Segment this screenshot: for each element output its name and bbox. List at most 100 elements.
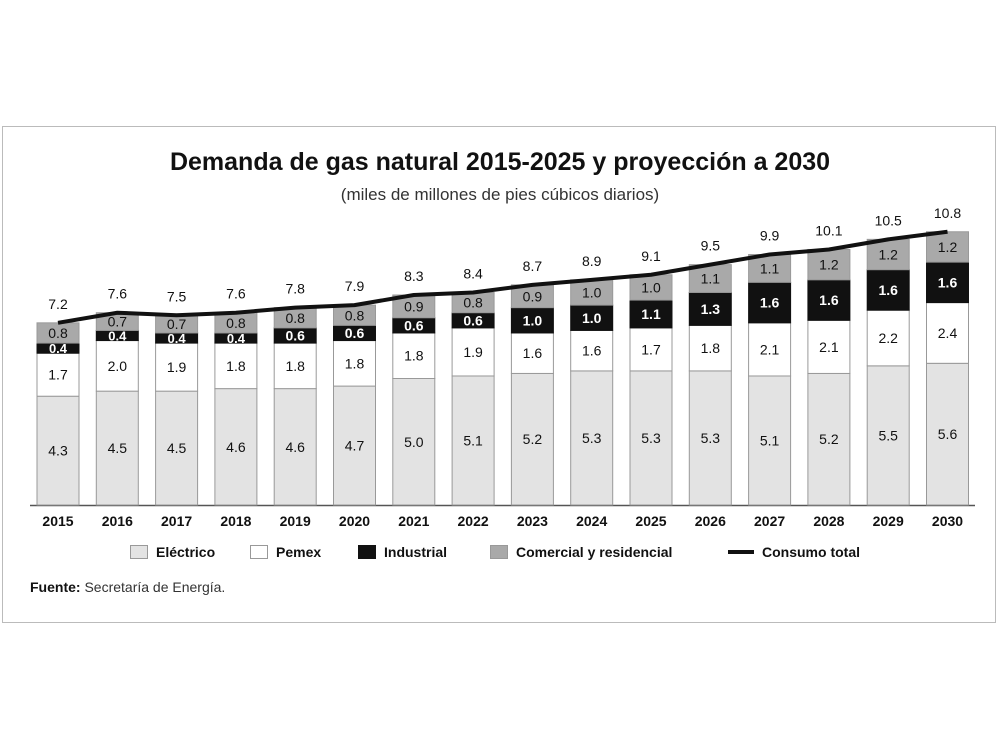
x-tick-label: 2028 [813,513,844,529]
chart-title: Demanda de gas natural 2015-2025 y proye… [169,148,831,176]
bar-segment-industrial [629,299,673,329]
x-tick-label: 2016 [102,513,133,529]
source-note: Fuente: Secretaría de Energía. [30,579,225,595]
bar-segment-industrial [926,261,969,304]
data-label: 0.7 [108,314,128,330]
data-label: 1.8 [404,348,424,364]
bar-segment-eléctrico [926,362,969,506]
legend-comercial: Comercial y residencial [490,544,672,560]
data-label: 0.6 [404,317,424,333]
data-label: 1.8 [701,340,721,356]
bar-segment-pemex [570,329,614,372]
legend-label: Comercial y residencial [516,544,673,560]
total-consumption-line [57,229,948,325]
bar-segment-eléctrico [333,385,376,506]
bar-segment-eléctrico [570,370,614,506]
data-label: 4.6 [285,439,305,455]
total-label: 8.7 [523,258,543,274]
data-label: 5.6 [938,426,958,442]
source-label: Fuente: [30,579,81,595]
data-label: 5.2 [819,431,839,447]
data-label: 1.6 [582,343,602,359]
x-tick-label: 2018 [220,513,251,529]
total-label: 7.5 [167,288,187,304]
legend-electrico: Eléctrico [130,544,215,560]
bar-segment-eléctrico [392,378,436,506]
data-label: 0.6 [285,327,305,343]
data-label: 1.7 [48,367,68,383]
legend-label: Eléctrico [156,544,216,560]
bar-segment-industrial [510,307,554,334]
bar-segment-eléctrico [866,365,910,506]
data-label: 1.1 [701,271,721,287]
legend-industrial: Industrial [358,544,447,560]
x-tick-label: 2027 [754,513,785,529]
data-label: 0.8 [226,315,246,331]
bar-segment-comercial-y-residencial [807,248,851,281]
total-label: 8.3 [404,268,424,284]
data-label: 2.2 [878,330,898,346]
bar-segment-pemex [748,322,792,377]
x-tick-label: 2025 [635,513,666,529]
bar-segment-eléctrico [629,370,673,506]
data-label: 2.1 [760,341,780,357]
data-label: 1.2 [878,247,898,263]
bar-segment-comercial-y-residencial [866,238,910,271]
bar-segment-comercial-y-residencial [748,254,792,283]
bar-segment-eléctrico [214,388,258,506]
source-text: Secretaría de Energía. [80,579,226,595]
data-label: 2.4 [938,325,958,341]
data-label: 0.4 [227,331,246,346]
bar-segment-industrial [748,281,792,324]
legend-swatch [250,545,268,559]
data-label: 1.8 [226,358,246,374]
data-label: 5.3 [641,430,661,446]
total-label: 7.2 [48,296,68,312]
data-label: 1.6 [760,295,780,311]
data-label: 1.1 [641,306,661,322]
data-label: 1.6 [523,345,543,361]
data-label: 1.0 [582,310,602,326]
data-label: 5.0 [404,434,424,450]
bar-segment-pemex [807,319,851,374]
x-tick-label: 2017 [161,513,192,529]
legend-label: Industrial [384,544,448,560]
total-label: 7.9 [345,278,365,294]
legend-consumo-total: Consumo total [728,544,860,560]
x-tick-label: 2022 [458,513,489,529]
x-tick-label: 2029 [873,513,904,529]
data-label: 1.9 [463,344,483,360]
data-label: 4.7 [345,438,365,454]
data-label: 1.9 [167,359,187,375]
legend-pemex: Pemex [250,544,321,560]
data-label: 0.8 [345,307,365,323]
data-label: 1.8 [345,355,365,371]
data-label: 1.1 [760,260,780,276]
legend-swatch [358,545,376,559]
legend-swatch [130,545,148,559]
x-tick-label: 2024 [576,513,607,529]
data-label: 4.5 [108,440,128,456]
bar-segment-eléctrico [273,388,317,506]
bar-segment-eléctrico [451,375,495,506]
total-label: 9.9 [760,228,780,244]
x-tick-label: 2023 [517,513,548,529]
x-tick-label: 2030 [932,513,963,529]
total-label: 10.1 [815,222,842,238]
total-label: 10.8 [934,205,961,221]
bar-segment-comercial-y-residencial [629,274,673,301]
x-tick-label: 2015 [42,513,73,529]
x-tick-label: 2026 [695,513,726,529]
bar-segment-pemex [36,352,80,397]
bar-segment-industrial [688,291,732,326]
bar-segment-eléctrico [510,372,554,506]
total-label: 7.6 [108,286,128,302]
data-label: 2.0 [108,358,128,374]
data-label: 1.2 [938,239,958,255]
data-label: 4.6 [226,439,246,455]
bar-segment-pemex [866,309,910,367]
total-label: 8.4 [463,265,483,281]
data-label: 0.9 [404,298,424,314]
data-label: 1.7 [641,341,661,357]
bar-segment-pemex [629,327,673,372]
